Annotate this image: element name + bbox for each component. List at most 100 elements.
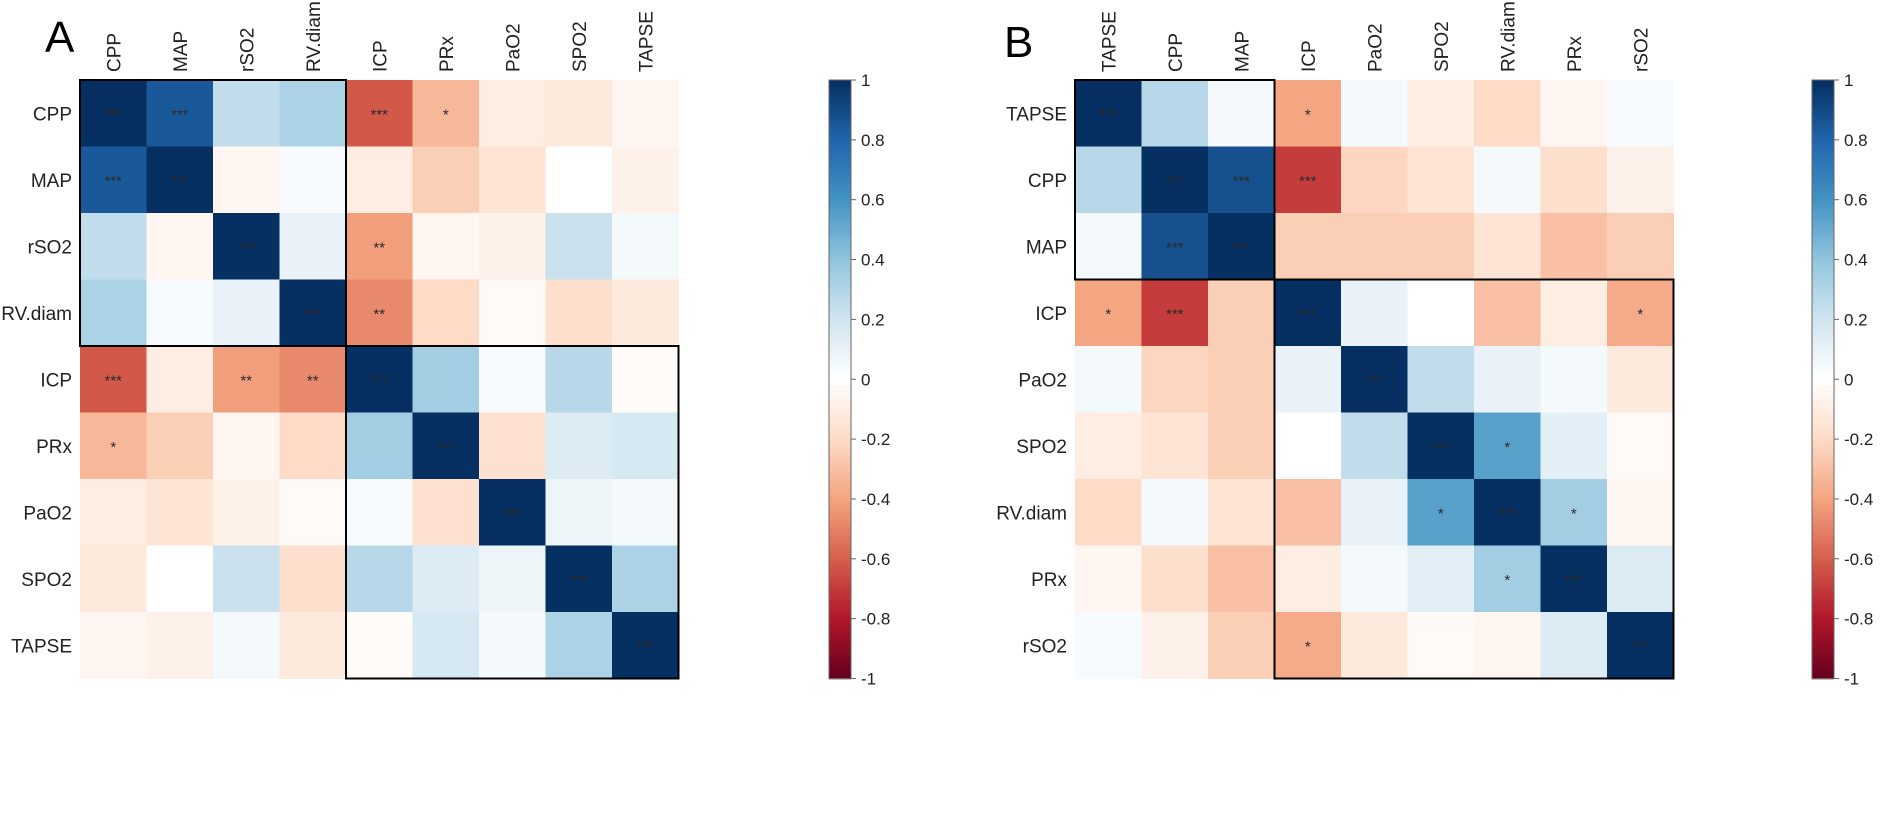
column-label: MAP	[171, 31, 192, 72]
heatmap-cell	[612, 545, 679, 613]
colorbar-segment	[1812, 528, 1834, 533]
colorbar-segment	[829, 319, 851, 324]
colorbar-segment	[1812, 516, 1834, 521]
colorbar-segment	[1812, 112, 1834, 117]
colorbar-segment	[1812, 403, 1834, 407]
colorbar-segment	[1812, 645, 1834, 650]
heatmap-cell	[1474, 213, 1541, 280]
colorbar-segment	[1812, 184, 1834, 189]
colorbar-segment	[829, 211, 851, 216]
colorbar-segment	[1812, 88, 1834, 93]
colorbar-segment	[829, 675, 851, 680]
colorbar-segment	[1812, 286, 1834, 291]
heatmap-cell	[1075, 346, 1142, 413]
colorbar-segment	[829, 549, 851, 554]
colorbar-segment	[1812, 193, 1834, 198]
colorbar-segment	[1812, 439, 1834, 443]
significance-label: ***	[1166, 306, 1184, 323]
heatmap-cell	[1141, 545, 1209, 613]
colorbar-segment	[829, 304, 851, 309]
heatmap-cell	[1141, 146, 1209, 214]
heatmap-cell	[612, 80, 679, 147]
heatmap-cell	[1274, 80, 1342, 147]
heatmap-cell	[80, 213, 147, 280]
colorbar-segment	[1812, 205, 1834, 210]
colorbar-segment	[829, 310, 851, 315]
colorbar-segment	[829, 394, 851, 399]
colorbar-segment	[829, 466, 851, 470]
colorbar-segment	[829, 232, 851, 237]
colorbar-segment	[829, 594, 851, 599]
colorbar-segment	[1812, 454, 1834, 458]
colorbar-segment	[1812, 376, 1834, 381]
colorbar-segment	[829, 160, 851, 165]
colorbar-segment	[1812, 642, 1834, 647]
heatmap-cell	[213, 80, 280, 147]
colorbar-segment	[1812, 612, 1834, 617]
heatmap-cell	[1407, 146, 1475, 214]
colorbar-segment	[829, 582, 851, 587]
colorbar-segment	[829, 403, 851, 407]
colorbar-segment	[1812, 597, 1834, 602]
heatmap-cell	[1274, 279, 1342, 347]
heatmap-cell	[1075, 412, 1142, 480]
colorbar-segment	[1812, 307, 1834, 312]
colorbar-segment	[1812, 525, 1834, 530]
colorbar-segment	[1812, 154, 1834, 159]
colorbar-segment	[829, 457, 851, 461]
heatmap-cell	[1075, 146, 1142, 214]
colorbar-segment	[1812, 436, 1834, 440]
colorbar-segment	[829, 88, 851, 93]
significance-label: ***	[1166, 239, 1184, 256]
colorbar-segment	[1812, 657, 1834, 662]
colorbar-segment	[1812, 214, 1834, 219]
colorbar-tick-label: 0.4	[1844, 251, 1868, 270]
colorbar-segment	[829, 334, 851, 339]
row-label: TAPSE	[11, 636, 72, 657]
colorbar-segment	[829, 510, 851, 515]
heatmap-cell	[479, 412, 546, 480]
row-label: MAP	[1026, 237, 1067, 258]
colorbar-segment	[1812, 495, 1834, 500]
heatmap-cell	[1474, 146, 1541, 214]
significance-label: *	[1504, 572, 1510, 589]
colorbar-segment	[829, 558, 851, 563]
colorbar-segment	[829, 516, 851, 521]
colorbar-segment	[829, 313, 851, 318]
colorbar-segment	[1812, 121, 1834, 126]
colorbar-segment	[829, 400, 851, 404]
colorbar-segment	[1812, 115, 1834, 120]
column-label: ICP	[370, 40, 391, 72]
colorbar-segment	[829, 373, 851, 378]
heatmap-cell	[1607, 612, 1674, 679]
colorbar-segment	[1812, 328, 1834, 333]
colorbar-segment	[1812, 80, 1834, 84]
colorbar-segment	[829, 247, 851, 252]
colorbar-segment	[829, 274, 851, 279]
significance-label: ***	[1232, 173, 1250, 190]
colorbar-segment	[1812, 109, 1834, 114]
colorbar-segment	[1812, 498, 1834, 503]
colorbar-segment	[829, 469, 851, 473]
colorbar-segment	[1812, 606, 1834, 611]
heatmap-cell	[1540, 346, 1608, 413]
colorbar-segment	[829, 504, 851, 509]
heatmap-cell	[1075, 213, 1142, 280]
colorbar-segment	[829, 163, 851, 168]
colorbar-segment	[829, 226, 851, 231]
heatmap-cell	[1274, 146, 1342, 214]
colorbar-segment	[1812, 253, 1834, 258]
colorbar-segment	[1812, 169, 1834, 174]
colorbar-segment	[1812, 364, 1834, 369]
colorbar-segment	[1812, 217, 1834, 222]
colorbar-segment	[829, 525, 851, 530]
colorbar-segment	[1812, 633, 1834, 638]
heatmap-cell	[346, 213, 413, 280]
heatmap-cell	[1208, 213, 1275, 280]
colorbar-segment	[829, 115, 851, 120]
heatmap-cell	[545, 545, 613, 613]
heatmap-cell	[146, 279, 214, 347]
row-label: CPP	[1028, 171, 1067, 192]
colorbar-segment	[829, 136, 851, 141]
colorbar-segment	[829, 445, 851, 449]
